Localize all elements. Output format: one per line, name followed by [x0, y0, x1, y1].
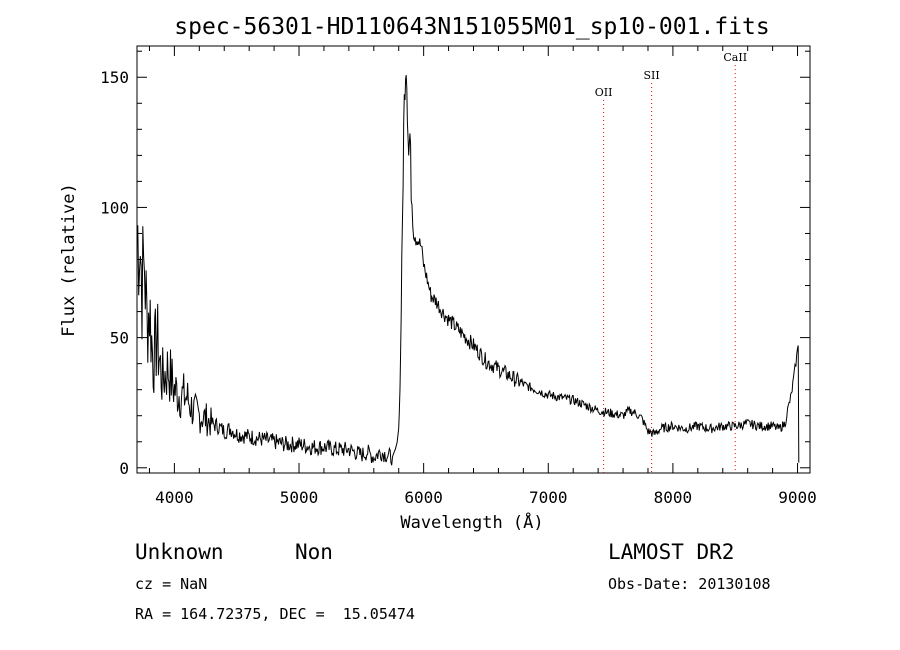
- y-tick-label: 150: [100, 68, 129, 87]
- x-tick-label: 9000: [778, 488, 817, 507]
- chart-title: spec-56301-HD110643N151055M01_sp10-001.f…: [174, 14, 769, 40]
- series-line: [136, 75, 800, 466]
- spectral-line-label: SII: [643, 69, 659, 82]
- spectral-line-label: CaII: [723, 51, 747, 64]
- y-tick-label: 0: [119, 459, 129, 478]
- x-tick-label: 4000: [155, 488, 194, 507]
- x-axis: 4000 5000 6000 7000 8000 9000: [148, 46, 817, 507]
- class-label: Unknown: [135, 540, 224, 564]
- spectral-line-label: OII: [595, 86, 613, 99]
- spectral-line-markers: OII SII CaII: [595, 51, 747, 473]
- y-axis-label: Flux (relative): [59, 183, 79, 337]
- x-tick-label: 7000: [529, 488, 568, 507]
- plot-frame: [136, 45, 811, 474]
- y-tick-label: 50: [110, 329, 129, 348]
- x-tick-label: 6000: [404, 488, 443, 507]
- redshift-label: cz = NaN: [135, 575, 208, 593]
- x-tick-label: 8000: [654, 488, 693, 507]
- x-axis-label: Wavelength (Å): [400, 511, 543, 533]
- coordinates-label: RA = 164.72375, DEC = 15.05474: [135, 605, 415, 623]
- obs-date-label: Obs-Date: 20130108: [608, 575, 771, 593]
- y-tick-label: 100: [100, 198, 129, 217]
- y-axis: 0 50 100 150: [100, 50, 810, 478]
- survey-label: LAMOST DR2: [608, 540, 735, 564]
- x-tick-label: 5000: [280, 488, 319, 507]
- subclass-label: Non: [295, 540, 333, 564]
